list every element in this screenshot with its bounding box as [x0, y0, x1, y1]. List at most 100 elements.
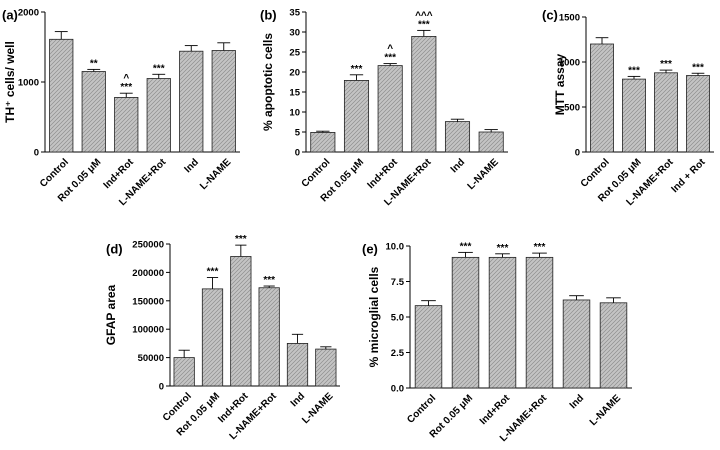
y-tick-label: 0.0: [391, 384, 404, 395]
bar: [179, 50, 204, 153]
y-tick-label: 10: [289, 108, 300, 119]
y-tick-label: 1000: [18, 78, 39, 89]
bar: [590, 43, 614, 153]
y-axis-label: % microglial cells: [367, 266, 381, 367]
category-label: Ind: [568, 393, 586, 411]
significance-label: ***: [418, 19, 430, 30]
significance-label: ***: [263, 275, 275, 286]
panel-label: (d): [106, 242, 123, 257]
y-tick-label: 10.0: [386, 242, 405, 253]
panel-label: (b): [260, 8, 277, 23]
y-tick-label: 1500: [559, 13, 580, 24]
bar: [562, 299, 591, 389]
significance-label: ^^^: [415, 10, 433, 21]
bar: [310, 131, 336, 153]
y-axis-label: % apoptotic cells: [261, 33, 275, 131]
significance-label: ^: [387, 44, 393, 55]
bar: [654, 72, 678, 153]
bar: [286, 342, 309, 387]
bar: [444, 121, 471, 153]
y-tick-label: 15: [289, 88, 300, 99]
bar: [478, 131, 504, 153]
category-label: Ind: [183, 157, 201, 175]
chart-panel: (e) % microglial cells 0.0 2.5 5.0 7.5 10.0 Con…: [362, 241, 632, 444]
bar: [686, 75, 710, 153]
significance-label: ***: [235, 234, 247, 245]
bar: [173, 357, 195, 387]
y-tick-label: 0: [295, 148, 300, 159]
y-tick-label: 5.0: [391, 313, 404, 324]
bar: [414, 305, 443, 389]
bar: [525, 256, 554, 389]
bar: [599, 302, 628, 389]
panel-label: (e): [362, 242, 378, 257]
category-label: Control: [38, 157, 71, 190]
category-label: L-NAME: [588, 393, 624, 429]
significance-label: ***: [207, 267, 219, 278]
y-tick-label: 5: [295, 128, 301, 139]
y-tick-label: 25: [289, 48, 300, 59]
y-tick-label: 0: [34, 148, 39, 159]
y-tick-label: 50000: [138, 353, 164, 364]
category-label: L-NAME: [198, 157, 234, 193]
category-label: L-NAME: [300, 391, 336, 427]
bar: [114, 97, 139, 153]
bar: [49, 38, 74, 153]
bar: [201, 288, 224, 387]
significance-label: ***: [692, 62, 704, 73]
y-tick-label: 35: [289, 8, 300, 19]
y-axis-label: MTT assay: [553, 53, 567, 115]
bar: [488, 256, 517, 389]
significance-label: ***: [460, 241, 472, 252]
category-label: Control: [405, 393, 438, 426]
bar: [622, 78, 646, 153]
y-tick-label: 0: [159, 382, 164, 393]
y-tick-label: 200000: [132, 268, 164, 279]
y-tick-label: 2.5: [391, 348, 405, 359]
chart-panel: (b) % apoptotic cells 0 5 10 15 20 25 30 35 Contro…: [260, 8, 508, 208]
significance-label: ***: [660, 59, 672, 70]
bar: [451, 256, 480, 389]
significance-label: ***: [351, 64, 363, 75]
significance-label: ^: [123, 73, 129, 84]
chart-panel: (d) GFAP area 0 50000 100000 150000 200000 2500…: [104, 234, 340, 442]
panel-label: (c): [542, 8, 558, 23]
y-tick-label: 20: [289, 68, 300, 79]
significance-label: ***: [384, 53, 396, 64]
y-axis-label: TH⁺ cells/ well: [3, 41, 17, 123]
category-label: Ind+Rot: [478, 392, 513, 427]
y-tick-label: 150000: [132, 296, 164, 307]
y-tick-label: 250000: [132, 240, 164, 251]
bar: [411, 36, 437, 153]
y-tick-label: 100000: [132, 325, 164, 336]
panel-label: (a): [2, 8, 18, 23]
y-tick-label: 0: [575, 148, 580, 159]
y-tick-label: 2000: [18, 8, 39, 19]
category-label: Control: [300, 157, 333, 190]
y-tick-label: 30: [289, 28, 300, 39]
significance-label: ***: [120, 82, 132, 93]
chart-panel: (a)TH⁺ cells/ well010002000Control**Rot …: [2, 8, 240, 208]
bar: [343, 80, 370, 153]
category-label: Ind: [289, 391, 307, 409]
bar: [230, 256, 252, 387]
category-label: L-NAME: [466, 157, 502, 193]
significance-label: ***: [153, 63, 165, 74]
bar: [146, 78, 171, 153]
bar: [258, 287, 280, 387]
category-label: Ind: [449, 157, 467, 175]
y-tick-label: 1000: [559, 58, 580, 69]
bar: [315, 348, 337, 387]
category-label: Ind+Rot: [366, 156, 401, 191]
significance-label: ***: [628, 65, 640, 76]
significance-label: ***: [497, 243, 509, 254]
significance-label: ***: [534, 242, 546, 253]
category-label: Ind + Rot: [669, 156, 708, 195]
bar: [81, 71, 106, 153]
bar: [211, 50, 236, 153]
y-tick-label: 7.5: [391, 277, 405, 288]
bar: [377, 65, 403, 153]
y-tick-label: 500: [564, 103, 580, 114]
